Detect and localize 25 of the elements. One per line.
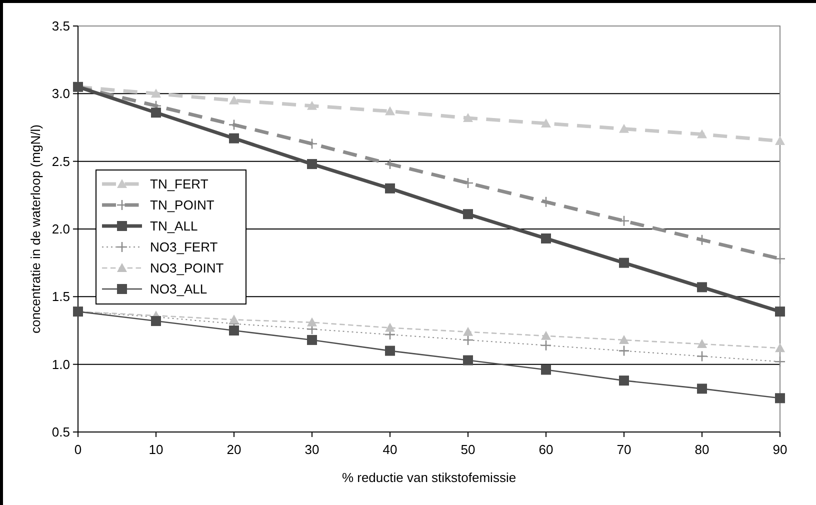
x-tick-label: 10 [148, 442, 164, 457]
x-tick-label: 70 [616, 442, 632, 457]
x-tick-label: 80 [694, 442, 710, 457]
y-axis-title: concentratie in de waterloop (mgN/l) [28, 124, 43, 334]
x-tick-label: 60 [538, 442, 554, 457]
x-axis-title: % reductie van stikstofemissie [342, 470, 516, 485]
legend-label: NO3_FERT [150, 240, 218, 255]
y-tick-label: 3.0 [52, 86, 70, 102]
x-tick-label: 40 [382, 442, 398, 457]
y-tick-label: 1.5 [52, 289, 70, 304]
legend-label: NO3_POINT [150, 260, 224, 276]
y-tick-label: 1.0 [52, 356, 70, 372]
y-tick-label: 2.0 [52, 222, 70, 237]
legend-label: TN_POINT [150, 198, 214, 213]
legend-label: TN_FERT [150, 176, 208, 192]
x-tick-label: 90 [772, 442, 788, 457]
y-tick-label: 2.5 [52, 154, 70, 169]
y-tick-label: 3.5 [52, 18, 70, 34]
x-tick-label: 0 [74, 442, 82, 457]
y-tick-label: 0.5 [52, 424, 70, 440]
legend-label: TN_ALL [150, 218, 198, 234]
x-tick-label: 50 [460, 442, 476, 457]
x-tick-label: 20 [226, 442, 242, 457]
x-tick-label: 30 [304, 442, 320, 457]
legend-label: NO3_ALL [150, 282, 208, 297]
